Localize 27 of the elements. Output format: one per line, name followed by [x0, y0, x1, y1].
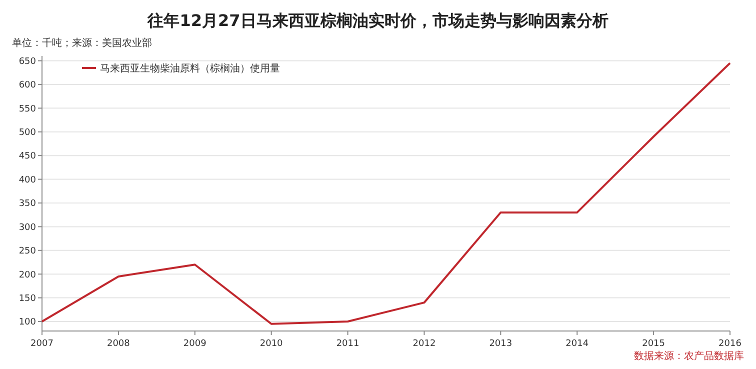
- x-tick-label: 2015: [642, 339, 666, 349]
- legend-label: 马来西亚生物柴油原料（棕榈油）使用量: [100, 62, 280, 74]
- y-tick-label: 500: [18, 128, 36, 138]
- chart-title: 往年12月27日马来西亚棕榈油实时价，市场走势与影响因素分析: [146, 11, 608, 30]
- y-tick-label: 100: [18, 318, 36, 328]
- y-tick-label: 550: [18, 104, 36, 114]
- y-tick-label: 300: [18, 222, 36, 233]
- x-tick-label: 2013: [489, 339, 512, 349]
- y-tick-label: 350: [18, 199, 36, 210]
- x-tick-label: 2016: [718, 339, 742, 349]
- x-tick-label: 2009: [183, 339, 207, 349]
- x-tick-label: 2014: [566, 339, 589, 349]
- y-tick-label: 650: [18, 56, 36, 67]
- y-tick-label: 450: [18, 152, 36, 162]
- x-tick-label: 2007: [30, 339, 54, 349]
- x-tick-label: 2008: [106, 339, 130, 349]
- x-tick-label: 2012: [412, 339, 436, 349]
- source-note: 数据来源：农产品数据库: [634, 350, 744, 362]
- line-series: [41, 62, 731, 325]
- chart-subtitle: 单位：千吨；来源：美国农业部: [12, 37, 152, 49]
- y-tick-label: 250: [18, 246, 36, 257]
- y-tick-label: 400: [18, 175, 36, 186]
- y-tick-label: 150: [18, 294, 36, 304]
- x-tick-label: 2011: [336, 339, 360, 349]
- y-tick-label: 600: [18, 80, 36, 91]
- x-tick-label: 2010: [260, 339, 284, 349]
- y-tick-label: 200: [18, 270, 36, 280]
